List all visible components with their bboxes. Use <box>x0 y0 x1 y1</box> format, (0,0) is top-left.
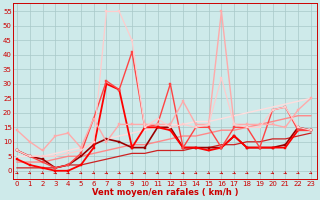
X-axis label: Vent moyen/en rafales ( km/h ): Vent moyen/en rafales ( km/h ) <box>92 188 238 197</box>
